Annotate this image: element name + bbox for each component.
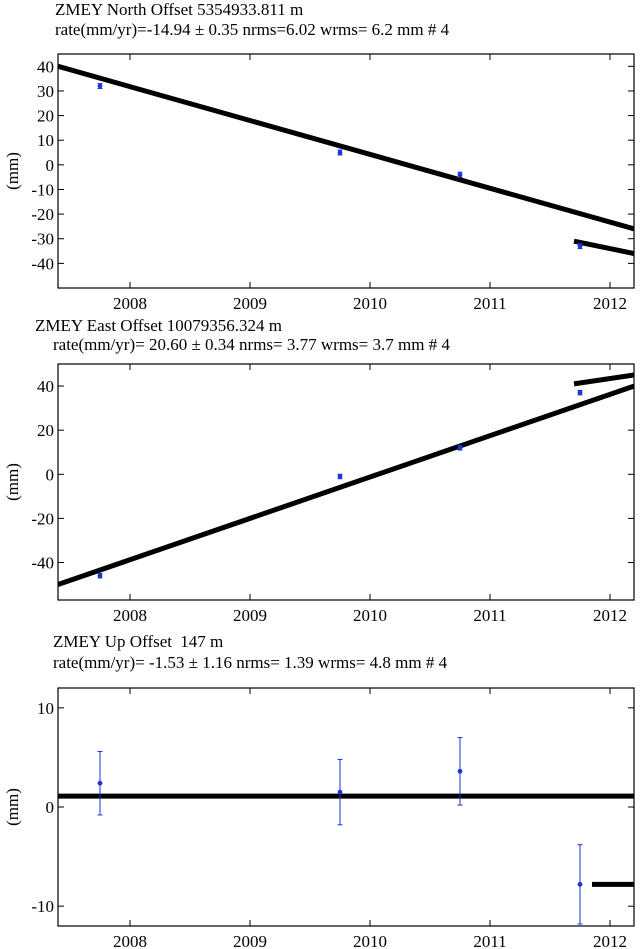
east-data-point xyxy=(577,390,583,396)
up-title-text: ZMEY Up Offset xyxy=(53,632,172,651)
up-data-point xyxy=(457,768,463,774)
east-ytick-label: -40 xyxy=(31,554,54,573)
up-xtick-label: 2008 xyxy=(113,932,147,949)
north-xtick-label: 2008 xyxy=(113,294,147,313)
up-title: ZMEY Up Offset 147 m xyxy=(53,632,223,652)
east-data-point xyxy=(457,445,463,451)
north-ytick-label: 10 xyxy=(37,131,54,150)
east-chart: 40 20 0 -20 -40 2008 2009 2010 2011 2012 (mm) xyxy=(3,363,635,625)
north-panel: ZMEY North Offset 5354933.811 m rate(mm/… xyxy=(0,0,640,316)
north-data-point xyxy=(97,83,103,89)
up-ytick-label: 0 xyxy=(46,798,55,817)
up-title-value: 147 m xyxy=(180,632,224,651)
north-data-point xyxy=(577,243,583,249)
east-fit-line-2 xyxy=(573,372,634,387)
east-data-point xyxy=(337,474,343,479)
north-data-point xyxy=(457,172,463,178)
east-xtick-label: 2012 xyxy=(593,606,627,625)
east-ytick-label: 0 xyxy=(46,465,55,484)
east-xtick-label: 2011 xyxy=(473,606,506,625)
north-fit-line-2 xyxy=(573,238,634,256)
north-xtick-label: 2009 xyxy=(233,294,267,313)
north-ytick-label: -30 xyxy=(31,230,54,249)
up-xtick-label: 2011 xyxy=(473,932,506,949)
east-xtick-label: 2009 xyxy=(233,606,267,625)
up-data-point xyxy=(337,789,343,795)
north-ytick-label: -40 xyxy=(31,254,54,273)
up-chart: 10 0 -10 2008 2009 2010 2011 2012 (mm) xyxy=(3,687,635,949)
north-plot-frame xyxy=(57,53,635,289)
north-xtick-label: 2011 xyxy=(473,294,506,313)
north-ytick-label: 0 xyxy=(46,156,55,175)
east-xtick-label: 2010 xyxy=(353,606,387,625)
up-data-point xyxy=(577,881,583,887)
north-ytick-label: -20 xyxy=(31,205,54,224)
up-xtick-label: 2010 xyxy=(353,932,387,949)
east-panel: ZMEY East Offset 10079356.324 m rate(mm/… xyxy=(0,316,640,632)
east-subtitle: rate(mm/yr)= 20.60 ± 0.34 nrms= 3.77 wrm… xyxy=(53,335,450,354)
east-fit-line-1 xyxy=(58,383,634,587)
east-plot-frame xyxy=(57,363,635,601)
north-ytick-label: 20 xyxy=(37,107,54,126)
north-ytick-label: 40 xyxy=(37,57,54,76)
up-ytick-label: 10 xyxy=(37,699,54,718)
up-panel: ZMEY Up Offset 147 m rate(mm/yr)= -1.53 … xyxy=(0,632,640,949)
east-title: ZMEY East Offset 10079356.324 m xyxy=(35,316,282,335)
east-ytick-label: 40 xyxy=(37,377,54,396)
east-data-point xyxy=(97,573,103,579)
east-ylabel: (mm) xyxy=(3,463,22,501)
north-ylabel: (mm) xyxy=(3,152,22,190)
up-ytick-label: -10 xyxy=(31,897,54,916)
up-subtitle: rate(mm/yr)= -1.53 ± 1.16 nrms= 1.39 wrm… xyxy=(53,653,448,672)
north-ytick-label: -10 xyxy=(31,180,54,199)
north-xtick-label: 2012 xyxy=(593,294,627,313)
east-ytick-label: -20 xyxy=(31,509,54,528)
up-xtick-label: 2012 xyxy=(593,932,627,949)
up-plot-frame xyxy=(57,687,635,927)
east-ytick-label: 20 xyxy=(37,421,54,440)
north-subtitle: rate(mm/yr)=-14.94 ± 0.35 nrms=6.02 wrms… xyxy=(55,20,450,39)
north-title: ZMEY North Offset 5354933.811 m xyxy=(55,0,304,19)
north-data-point xyxy=(337,150,343,155)
north-xtick-label: 2010 xyxy=(353,294,387,313)
north-ytick-label: 30 xyxy=(37,82,54,101)
north-fit-line-1 xyxy=(58,63,634,232)
up-xtick-label: 2009 xyxy=(233,932,267,949)
up-data-point xyxy=(97,780,103,786)
up-ylabel: (mm) xyxy=(3,788,22,826)
east-xtick-label: 2008 xyxy=(113,606,147,625)
